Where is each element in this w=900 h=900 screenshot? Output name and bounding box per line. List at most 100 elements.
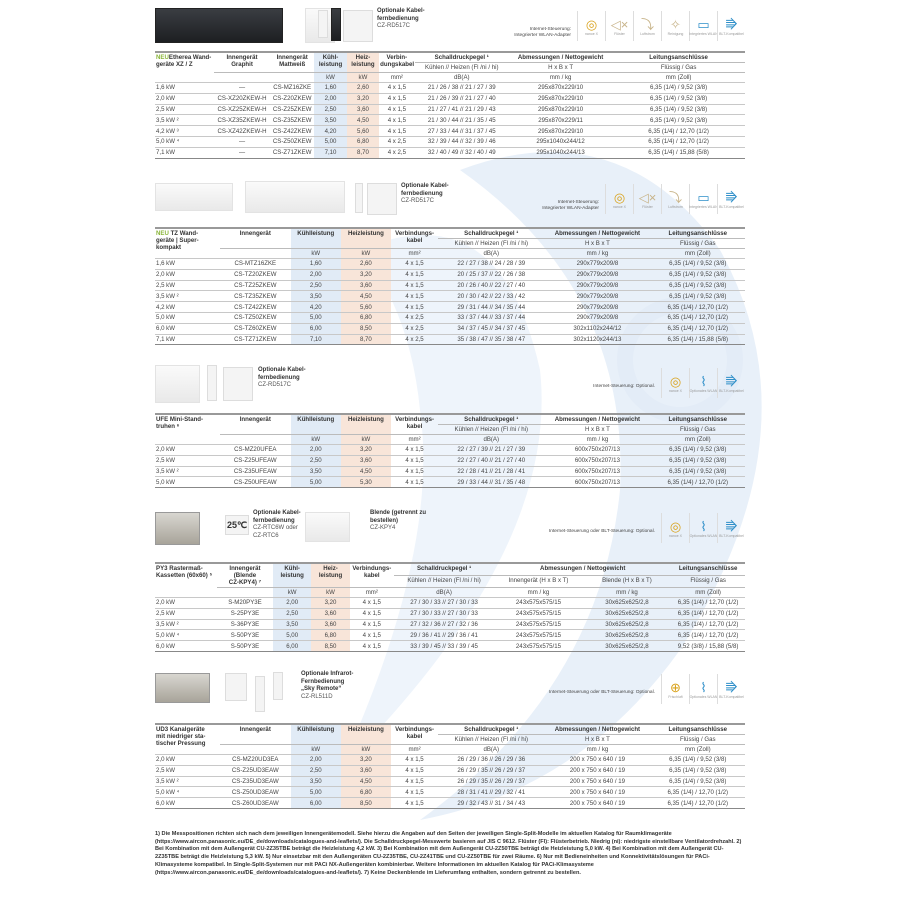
feature-badge: ⭆ BLT-Kompatibel xyxy=(717,368,745,398)
table-title-text: UD3 Kanalgeräte mit niedriger sta- tisch… xyxy=(156,726,206,747)
table-cell: 295x870x229/10 xyxy=(508,92,613,105)
table-cell: 20 / 30 / 42 // 22 / 33 / 42 xyxy=(438,290,545,302)
table-cell: 2,50 xyxy=(272,607,312,620)
table-cell: 243x575x575/15 xyxy=(494,597,583,609)
table-row: 2,0 kW CS-MZ20UD3EA 2,00 3,20 4 x 1,5 26 / 29… xyxy=(155,754,745,766)
table-cell: 290x779x209/8 xyxy=(544,268,651,281)
table-cell: 3,50 xyxy=(290,465,341,477)
table-cell: 5,0 kW xyxy=(155,311,220,324)
internet-control-note: Internet-Steuerung oder BLT-Steuerung: O… xyxy=(548,529,655,534)
table-cell: 4 x 1,5 xyxy=(349,607,394,620)
table-cell: 295x870x229/11 xyxy=(508,114,613,126)
column-unit xyxy=(219,434,291,445)
table-cell: 200 x 750 x 640 / 19 xyxy=(544,754,651,766)
table-cell: 4 x 2,5 xyxy=(390,322,439,335)
table-cell: 30x625x625/2,8 xyxy=(582,607,672,620)
table-cell: 6,35 (1/4) / 12,70 (1/2) xyxy=(650,786,745,798)
table-cell: 2,00 xyxy=(290,268,341,281)
column-unit: mm / kg xyxy=(582,587,672,598)
table-cell: 6,35 (1/4) / 9,52 (3/8) xyxy=(650,754,745,766)
optional-wlan-icon: ⌇ xyxy=(700,373,707,389)
nanoe-x-icon: ◎ xyxy=(669,373,682,389)
table-cell: 6,00 xyxy=(290,797,341,809)
table-cell: 8,50 xyxy=(311,640,350,652)
column-subheader: Kühlen // Heizen (Fl /ni / hi) xyxy=(438,424,545,435)
table-cell: 6,35 (1/4) / 9,52 (3/8) xyxy=(612,103,745,115)
table-row: 5,0 kW ⁴ S-50PY3E 5,00 6,80 4 x 1,5 29 / 36 /… xyxy=(155,629,745,641)
table-cell: 4 x 1,5 xyxy=(349,618,394,630)
table-cell: CS-TZ71ZKEW xyxy=(219,333,291,346)
table-cell: 2,5 kW xyxy=(155,607,217,620)
quiet-speaker-icon: ◁× xyxy=(610,16,629,32)
feature-badge: ✧ Reinigung xyxy=(661,11,689,41)
table-cell: 9,52 (3/8) / 15,88 (5/8) xyxy=(671,640,745,652)
table-cell: 243x575x575/15 xyxy=(494,618,583,630)
table-cell: CS-TZ50ZKEW xyxy=(219,311,291,324)
table-cell: 7,1 kW xyxy=(155,146,214,159)
table-cell: 22 / 27 / 38 // 24 / 28 / 39 xyxy=(438,258,545,270)
column-subheader: Kühlen // Heizen (Fl /ni / hi) xyxy=(438,734,545,745)
feature-badge: ⭆ BLT-Kompatibel xyxy=(717,513,745,543)
table-cell: 27 / 30 / 33 // 27 / 30 / 33 xyxy=(393,607,495,620)
table-cell: CS-Z50UD3EAW xyxy=(219,786,291,798)
table-cell: 2,5 kW xyxy=(155,764,220,777)
column-unit: mm (Zoll) xyxy=(612,72,745,83)
table-row: 6,0 kW S-50PY3E 6,00 8,50 4 x 1,5 33 / 39 / 4… xyxy=(155,640,745,652)
feature-label: nanoe X xyxy=(668,533,683,538)
table-cell: 6,35 (1/4) / 12,70 (1/2) xyxy=(671,607,745,620)
table-cell: 32 / 39 / 44 // 32 / 39 / 46 xyxy=(414,135,509,148)
wired-remote-display: 25℃ xyxy=(225,515,249,535)
table-cell: 6,35 (1/4) / 9,52 (3/8) xyxy=(650,258,745,270)
table-cell: 600x750x207/13 xyxy=(544,454,651,467)
column-header: Abmessungen / Nettogewicht xyxy=(508,51,613,63)
table-cell: 6,0 kW xyxy=(155,797,220,809)
table-cell: 21 / 26 / 38 // 21 / 27 / 39 xyxy=(414,82,509,94)
table-cell: 290x779x209/8 xyxy=(544,311,651,324)
column-unit: mm² xyxy=(390,434,439,445)
table-cell: 26 / 29 / 35 // 26 / 29 / 37 xyxy=(438,775,545,787)
table-cell: 302x1120x244/13 xyxy=(544,333,651,346)
table-cell: 3,20 xyxy=(311,597,350,609)
table-cell: 5,30 xyxy=(340,476,391,489)
table-cell: — xyxy=(214,82,271,94)
column-header: Schalldruckpegel ¹ xyxy=(438,413,545,425)
optional-accessory: Optionale Kabel- fernbedienung CZ-RTC6W o… xyxy=(253,510,301,540)
table-row: 6,0 kW CS-TZ60ZKEW 6,00 8,50 4 x 2,5 34 / 37 … xyxy=(155,322,745,335)
table-cell: 4 x 1,5 xyxy=(390,290,439,302)
table-cell: CS-XZ20ZKEW-H xyxy=(214,92,271,105)
table-title-text: UFE Mini-Stand- truhen ⁶ xyxy=(156,416,204,430)
table-cell: 27 / 30 / 33 // 27 / 30 / 33 xyxy=(393,597,495,609)
column-header: Innengerät xyxy=(219,723,291,745)
table-cell: 4 x 1,5 xyxy=(390,797,439,809)
table-cell: 3,50 xyxy=(290,290,341,302)
column-unit xyxy=(216,587,273,598)
column-unit: kW xyxy=(290,744,341,755)
column-subheader: H x B x T xyxy=(544,238,651,249)
table-cell: 6,35 (1/4) / 12,70 (1/2) xyxy=(650,797,745,809)
wired-remote-image xyxy=(225,673,247,701)
product-images: Optionale Kabel- fernbedienung CZ-RD517C I… xyxy=(155,362,745,406)
table-cell: 5,00 xyxy=(314,135,347,148)
column-header: Schalldruckpegel ¹ xyxy=(438,723,545,735)
column-header: Verbindungs- kabel xyxy=(349,562,394,588)
feature-label: Luftstrom xyxy=(640,31,655,36)
feature-badge: ◎ nanoe X xyxy=(661,368,689,398)
table-row: 2,5 kW CS-XZ25ZKEW-H CS-Z25ZKEW 2,50 3,60 4 x… xyxy=(155,103,745,115)
table-cell: 5,0 kW ⁴ xyxy=(155,135,214,148)
column-subheader: Flüssig / Gas xyxy=(650,734,745,745)
table-cell: 600x750x207/13 xyxy=(544,444,651,456)
table-cell: 3,5 kW ² xyxy=(155,465,220,477)
feature-badge: ▭ Integriertes WLAN xyxy=(689,184,718,214)
column-header: Verbindungs- kabel xyxy=(390,413,439,435)
feature-icons: ◎ nanoe X ⌇ Optionales WLAN ⭆ BLT-Kompatibel xyxy=(661,513,745,543)
column-unit: dB(A) xyxy=(438,434,545,445)
table-cell: 4,50 xyxy=(340,775,391,787)
feature-label: Integriertes WLAN xyxy=(689,31,718,36)
accessory-model: CZ-RD517C xyxy=(401,198,435,204)
table-cell: 30x625x625/2,8 xyxy=(582,640,672,652)
table-cell: 6,80 xyxy=(340,311,391,324)
column-subheader: Kühlen // Heizen (Fl /ni / hi) xyxy=(438,238,545,249)
spec-table: PY3 Rastermaß- Kassetten (60x60) ⁵ Inneng… xyxy=(155,562,745,652)
feature-badge: ⤵ Luftstrom xyxy=(633,11,661,41)
spec-table: NEU TZ Wand- geräte | Super- kompakt Inne… xyxy=(155,227,745,346)
